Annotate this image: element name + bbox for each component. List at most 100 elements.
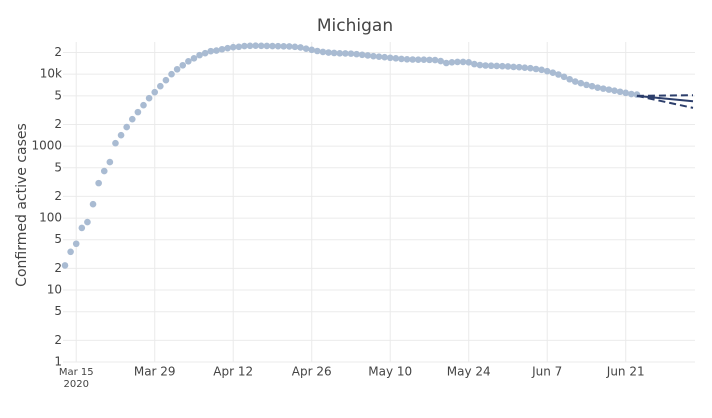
data-point	[308, 46, 316, 54]
data-point	[543, 67, 551, 75]
data-point	[426, 56, 433, 64]
y-tick-label: 5	[54, 160, 62, 174]
data-point	[162, 76, 170, 84]
data-point	[459, 58, 467, 66]
data-point	[190, 55, 198, 62]
data-point	[510, 63, 517, 71]
data-point	[560, 73, 568, 81]
data-point	[616, 88, 624, 96]
data-point	[224, 44, 231, 52]
data-point	[302, 45, 310, 52]
data-point	[314, 47, 321, 55]
data-point	[370, 52, 377, 60]
data-point	[583, 81, 590, 89]
data-point	[263, 42, 271, 50]
data-point	[325, 49, 332, 56]
data-point	[622, 89, 630, 97]
y-tick-label: 5	[54, 88, 62, 102]
data-point	[499, 62, 506, 70]
data-point	[566, 75, 573, 83]
data-point	[280, 43, 287, 50]
data-point	[297, 44, 304, 51]
data-point	[134, 108, 142, 116]
data-point	[213, 47, 220, 54]
y-tick-label: 5	[54, 232, 62, 246]
data-point	[353, 50, 360, 58]
data-point	[521, 64, 529, 72]
data-point	[364, 52, 372, 59]
data-point	[112, 139, 119, 147]
data-point	[420, 56, 428, 63]
data-point	[274, 42, 282, 50]
y-tick-label: 10	[47, 283, 62, 297]
x-tick-label: Jun 21	[606, 365, 645, 379]
data-point	[78, 224, 86, 232]
y-tick-label: 100	[39, 211, 62, 225]
data-point	[252, 42, 259, 49]
data-point	[330, 49, 338, 57]
data-point	[89, 200, 97, 208]
data-point	[117, 131, 125, 139]
y-tick-label: 10k	[40, 67, 62, 81]
data-point	[465, 59, 473, 66]
data-point	[179, 61, 187, 69]
data-point	[218, 45, 226, 53]
data-point	[437, 57, 444, 65]
data-point	[605, 86, 613, 93]
data-point	[336, 50, 344, 57]
forecast-line	[636, 94, 694, 109]
data-point	[72, 240, 80, 248]
data-point	[185, 57, 192, 65]
y-tick-label: 2	[54, 261, 62, 275]
data-point	[207, 47, 215, 55]
data-point	[532, 65, 540, 73]
data-point	[95, 179, 102, 187]
data-point	[599, 85, 607, 92]
data-point	[347, 50, 355, 57]
data-point	[269, 42, 276, 50]
data-point	[151, 88, 159, 96]
data-point	[527, 64, 534, 72]
data-point	[555, 71, 562, 78]
data-point	[140, 101, 147, 109]
data-point	[67, 248, 74, 256]
data-point	[342, 50, 349, 57]
y-tick-label: 1	[54, 355, 62, 369]
chart-title: Michigan	[317, 16, 393, 36]
data-point	[257, 42, 265, 50]
data-point	[398, 55, 405, 63]
data-point	[100, 167, 108, 175]
y-axis-label: Confirmed active cases	[14, 123, 30, 287]
x-tick-label: May 10	[368, 365, 412, 379]
y-tick-label: 2	[54, 189, 62, 203]
y-tick-label: 2	[54, 45, 62, 59]
data-point	[504, 63, 512, 70]
y-tick-label: 1000	[31, 139, 62, 153]
data-point	[285, 43, 293, 50]
x-tick-label: Mar 15	[59, 367, 94, 378]
x-tick-label: Mar 29	[134, 365, 176, 379]
data-point	[106, 158, 114, 166]
data-point	[168, 70, 175, 78]
data-point	[471, 60, 478, 68]
data-point	[476, 61, 484, 69]
forecast-line	[636, 94, 694, 103]
y-tick-label: 5	[54, 304, 62, 318]
y-tick-label: 2	[54, 117, 62, 131]
data-point	[392, 55, 400, 62]
data-point	[448, 59, 456, 66]
forecast-line	[636, 94, 694, 97]
data-point	[571, 78, 579, 85]
data-point	[128, 115, 136, 123]
data-point	[246, 42, 254, 50]
data-point	[229, 43, 237, 51]
data-point	[403, 55, 411, 63]
data-point	[454, 58, 461, 66]
data-point	[386, 54, 394, 62]
x-tick-label: Apr 26	[292, 365, 332, 379]
data-point	[493, 62, 501, 70]
data-point	[611, 87, 618, 94]
data-point	[235, 43, 243, 51]
data-point	[61, 262, 69, 269]
data-point	[577, 79, 585, 87]
